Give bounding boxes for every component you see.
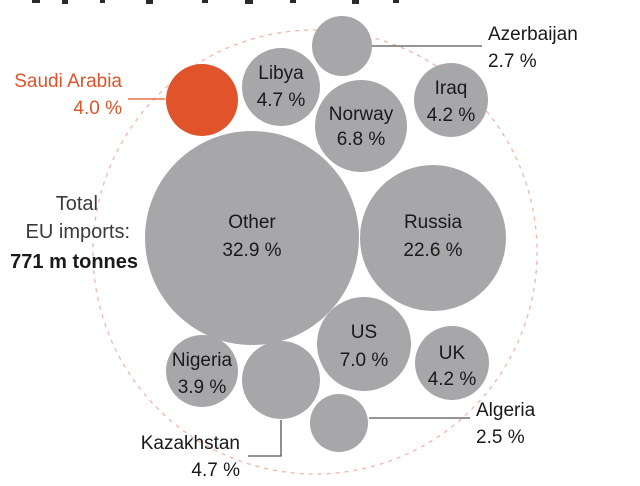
bubble-value-nigeria: 3.9 % [178,377,227,398]
cropped-title-fragment [32,0,40,3]
bubble-name-iraq: Iraq [435,78,468,99]
total-value: 771 m tonnes [10,251,138,273]
bubble-kazakhstan [242,341,320,419]
bubble-uk [415,326,489,400]
callout-name-saudi-arabia: Saudi Arabia [14,71,122,92]
bubble-labels: Other 32.9 % Russia 22.6 % US 7.0 % Norway 6.8 … [172,63,476,398]
bubble-us [317,297,411,391]
bubble-value-libya: 4.7 % [257,90,306,111]
bubble-name-us: US [351,322,377,343]
bubble-iraq [414,63,488,137]
cropped-title-fragment [100,0,105,3]
cropped-title-fragment [146,0,153,4]
total-label: Total [56,193,98,215]
cropped-title-fragment [290,0,296,3]
callout-value-algeria: 2.5 % [476,427,525,448]
cropped-title-fragment [245,0,253,4]
bubble-azerbaijan [312,16,372,76]
callout-value-saudi-arabia: 4.0 % [73,98,122,119]
bubble-value-iraq: 4.2 % [427,105,476,126]
bubble-value-norway: 6.8 % [337,129,386,150]
bubble-value-uk: 4.2 % [428,369,477,390]
bubble-libya [242,48,320,126]
total-label-line2: EU imports: [26,221,130,243]
bubble-algeria [310,394,368,452]
cropped-title-fragment [393,0,399,3]
bubble-value-other: 32.9 % [222,240,281,261]
callout-value-azerbaijan: 2.7 % [488,51,537,72]
bubble-value-russia: 22.6 % [403,240,462,261]
bubble-name-russia: Russia [404,212,463,233]
bubble-name-libya: Libya [258,63,304,84]
bubble-name-uk: UK [439,343,466,364]
bubble-name-other: Other [228,212,276,233]
leader-lines [128,45,482,457]
bubble-saudi-arabia [166,64,238,136]
cropped-title-fragment [62,0,68,4]
bubble-value-us: 7.0 % [340,350,389,371]
bubble-other [145,131,359,345]
bubble-name-norway: Norway [329,104,394,125]
cropped-title-fragment [352,0,359,4]
bubble-russia [360,165,506,311]
leader-line-kazakhstan [248,420,282,457]
cropped-title-fragment [202,0,208,3]
callout-name-kazakhstan: Kazakhstan [141,433,240,454]
callout-value-kazakhstan: 4.7 % [191,460,240,481]
callout-name-azerbaijan: Azerbaijan [488,24,578,45]
cropped-title [32,0,399,4]
callout-labels: Kazakhstan 4.7 % Saudi Arabia 4.0 % Azerbaij… [14,24,578,481]
bubble-name-nigeria: Nigeria [172,350,233,371]
bubbles [145,16,506,452]
bubble-nigeria [166,335,238,407]
bubble-norway [315,80,407,172]
dashed-ring [92,29,538,475]
callout-name-algeria: Algeria [476,400,536,421]
